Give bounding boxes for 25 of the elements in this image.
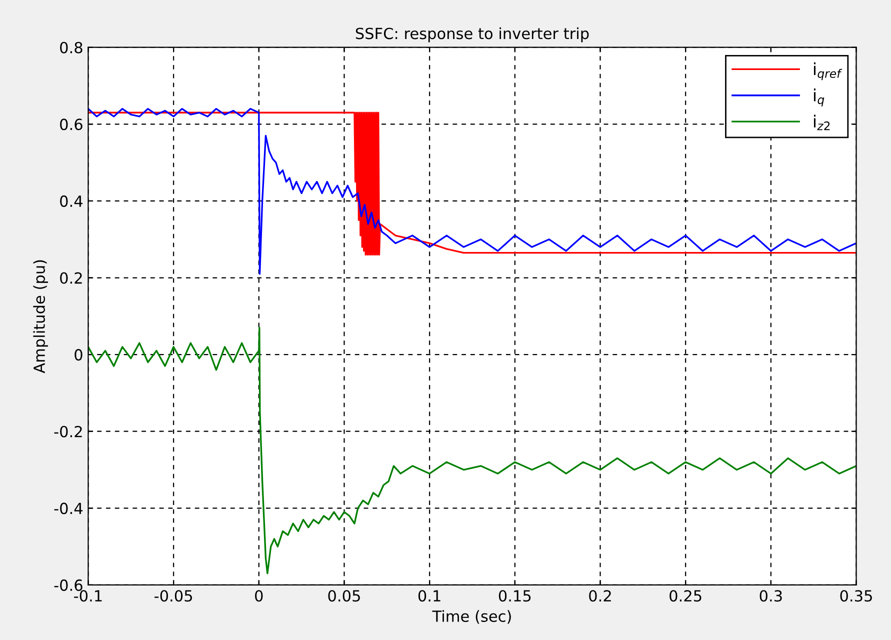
- y-tick-label: -0.6: [54, 579, 82, 591]
- x-tick-label: 0.25: [670, 590, 702, 602]
- y-tick-label: -0.2: [54, 426, 82, 438]
- y-tick-label: 0: [74, 349, 82, 361]
- y-axis-title: Amplitude (pu): [33, 260, 48, 374]
- x-tick-label: 0.1: [418, 590, 440, 602]
- legend-label: i$_{qref}$: [814, 62, 842, 80]
- legend-label: i$_{q}$: [814, 88, 824, 106]
- x-tick-label: 0: [255, 590, 263, 602]
- x-tick-label: -0.1: [74, 590, 102, 602]
- y-tick-label: -0.4: [54, 502, 82, 514]
- y-tick-label: 0.6: [60, 118, 82, 130]
- line-series: [88, 326, 856, 574]
- x-tick-label: 0.15: [498, 590, 531, 602]
- x-tick-label: -0.05: [154, 590, 192, 602]
- x-axis-title: Time (sec): [432, 610, 511, 624]
- x-tick-label: 0.2: [589, 590, 611, 602]
- x-tick-label: 0.35: [840, 590, 872, 602]
- x-tick-label: 0.05: [328, 590, 360, 602]
- y-tick-label: 0.2: [60, 272, 82, 284]
- chart-title: SSFC: response to inverter trip: [356, 27, 589, 42]
- legend-label: i$_{z2}$: [814, 114, 830, 130]
- y-tick-label: 0.8: [60, 42, 82, 54]
- x-tick-label: 0.3: [760, 590, 782, 602]
- y-tick-label: 0.4: [60, 195, 82, 207]
